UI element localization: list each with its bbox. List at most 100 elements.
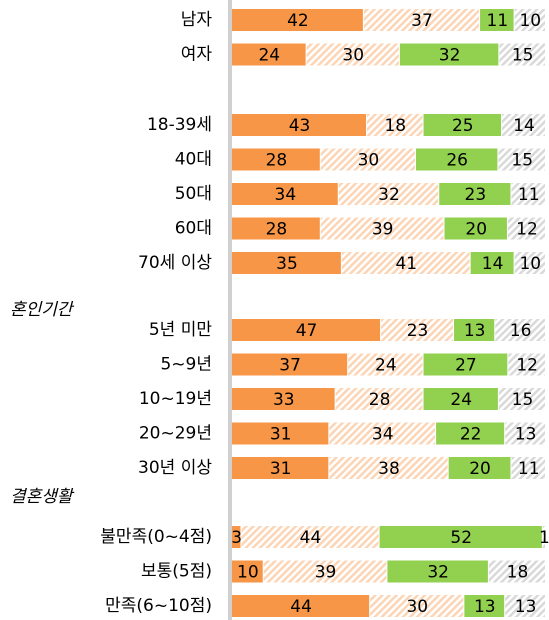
- value-label: 14: [482, 254, 504, 274]
- value-label: 37: [411, 11, 433, 31]
- bar-segment: [514, 9, 545, 31]
- bar-segment: [335, 388, 423, 410]
- category-label: 여자: [181, 45, 213, 65]
- value-label: 32: [439, 46, 461, 66]
- category-label: 5년 미만: [149, 320, 212, 340]
- bar-segment: [341, 252, 470, 274]
- category-label: 남자: [181, 10, 213, 30]
- bar-segment: [495, 319, 545, 341]
- value-label: 13: [464, 321, 486, 341]
- value-label: 39: [372, 220, 394, 240]
- bar-segment: [399, 43, 499, 66]
- bar-segment: [232, 422, 329, 445]
- category-label: 보통(5점): [141, 562, 212, 582]
- bar-segment: [263, 560, 387, 583]
- bar-segment: [470, 252, 514, 274]
- bar-segment: [488, 560, 545, 583]
- group-label: 결혼생활: [10, 487, 75, 507]
- value-label: 47: [296, 321, 318, 341]
- bar-segment: [507, 217, 545, 240]
- value-label: 26: [446, 151, 468, 171]
- value-label: 31: [270, 425, 292, 445]
- value-label: 33: [273, 390, 295, 410]
- bar-segment: [232, 148, 320, 171]
- value-label: 11: [518, 459, 540, 479]
- value-label: 1: [539, 528, 549, 548]
- bar-segment: [232, 560, 263, 583]
- value-label: 22: [460, 425, 482, 445]
- bar-segment: [480, 9, 514, 31]
- bar-segment: [387, 560, 488, 583]
- bar-segment: [348, 353, 423, 376]
- value-label: 23: [465, 185, 487, 205]
- category-label: 18-39세: [147, 115, 212, 135]
- bar-segment: [232, 526, 241, 548]
- category-label: 40대: [175, 150, 212, 170]
- value-label: 52: [450, 528, 472, 548]
- value-label: 42: [287, 11, 309, 31]
- value-label: 18: [507, 563, 529, 583]
- value-label: 27: [455, 356, 477, 376]
- value-label: 15: [512, 390, 534, 410]
- value-label: 34: [275, 185, 297, 205]
- bar-segment: [423, 114, 502, 136]
- bar-segment: [436, 422, 505, 445]
- bar-segment: [379, 526, 542, 548]
- bar-segment: [542, 526, 545, 548]
- value-label: 30: [358, 151, 380, 171]
- bar-segment: [448, 457, 511, 479]
- value-label: 28: [369, 390, 391, 410]
- value-label: 44: [300, 528, 322, 548]
- bar-segment: [502, 114, 545, 136]
- bar-segment: [415, 148, 498, 171]
- bar-segment: [320, 217, 444, 240]
- bar-segment: [499, 43, 545, 66]
- value-label: 25: [452, 116, 474, 136]
- bar-segment: [232, 319, 381, 341]
- value-label: 28: [266, 151, 288, 171]
- value-label: 43: [289, 116, 311, 136]
- bar-segment: [232, 183, 338, 205]
- value-label: 32: [427, 563, 449, 583]
- bar-segment: [514, 252, 545, 274]
- bar-segment: [511, 457, 545, 479]
- value-label: 31: [270, 459, 292, 479]
- value-label: 14: [513, 116, 535, 136]
- bar-segment: [232, 353, 348, 376]
- value-label: 13: [515, 425, 537, 445]
- bar-segment: [232, 252, 341, 274]
- category-label: 5~9년: [160, 355, 212, 375]
- bar-segment: [464, 595, 505, 617]
- bar-segment: [363, 9, 480, 31]
- bar-segment: [232, 217, 320, 240]
- value-label: 44: [290, 597, 312, 617]
- value-label: 10: [519, 11, 541, 31]
- value-label: 15: [511, 151, 533, 171]
- bar-segment: [367, 114, 423, 136]
- value-label: 24: [375, 356, 397, 376]
- category-label: 30년 이상: [138, 458, 212, 478]
- bar-segment: [423, 388, 498, 410]
- bar-segment: [232, 114, 367, 136]
- bar-segment: [232, 388, 335, 410]
- value-label: 39: [315, 563, 337, 583]
- value-label: 34: [372, 425, 394, 445]
- value-label: 37: [279, 356, 301, 376]
- value-label: 13: [515, 597, 537, 617]
- value-label: 32: [378, 185, 400, 205]
- category-label: 20~29년: [139, 424, 212, 444]
- value-label: 13: [474, 597, 496, 617]
- value-label: 12: [516, 356, 538, 376]
- bar-segment: [454, 319, 495, 341]
- bar-segment: [505, 422, 545, 445]
- category-label: 10~19년: [139, 389, 212, 409]
- value-label: 23: [407, 321, 429, 341]
- bar-segment: [498, 388, 545, 410]
- bar-segment: [439, 183, 511, 205]
- value-label: 11: [518, 185, 540, 205]
- value-label: 20: [465, 220, 487, 240]
- value-label: 3: [231, 528, 242, 548]
- bar-segment: [232, 43, 306, 66]
- bar-segment: [338, 183, 439, 205]
